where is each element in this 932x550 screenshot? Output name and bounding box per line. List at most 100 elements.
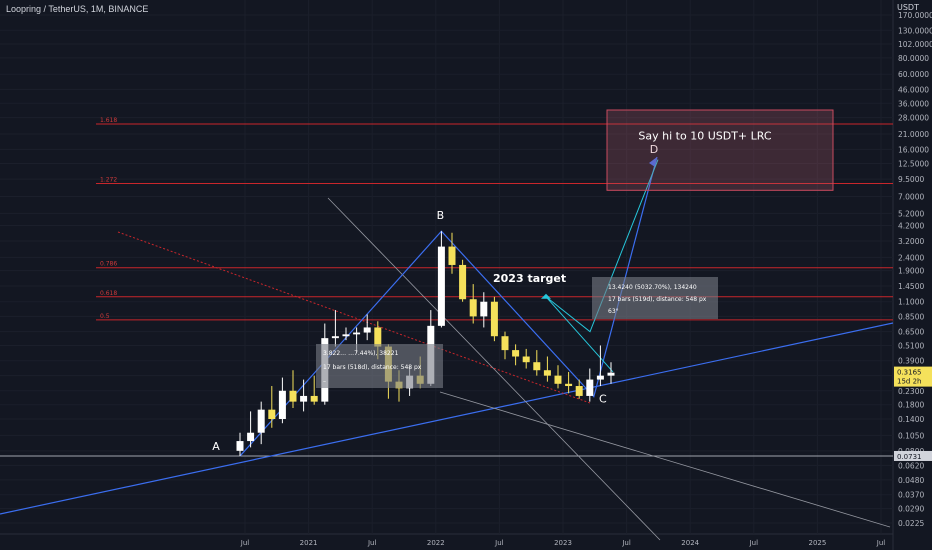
- y-tick-label: 1.9000: [898, 267, 924, 276]
- candle-body: [565, 383, 573, 387]
- countdown-value: 15d 2h: [897, 378, 921, 386]
- candle-body: [469, 299, 477, 317]
- y-tick-label: 0.5100: [898, 341, 924, 350]
- line-price-tag: [894, 450, 932, 461]
- candle-body: [300, 395, 308, 402]
- candle-body: [257, 409, 265, 433]
- measure-2-text: 63°: [608, 308, 619, 315]
- candle-body: [278, 390, 286, 420]
- y-tick-label: 0.0290: [898, 505, 924, 514]
- y-tick-label: 0.0370: [898, 491, 924, 500]
- candle-body: [448, 246, 456, 265]
- y-tick-label: 0.6500: [898, 328, 924, 337]
- y-tick-label: 80.0000: [898, 54, 929, 63]
- x-tick-label: 2021: [300, 539, 318, 547]
- fib-level-label: 1.618: [100, 117, 117, 124]
- line-price-value: 0.0731: [897, 453, 922, 461]
- candle-body: [268, 409, 276, 420]
- y-tick-label: 0.8500: [898, 312, 924, 321]
- x-tick-label: 2024: [681, 539, 699, 547]
- y-tick-label: 0.0620: [898, 461, 924, 470]
- y-tick-label: 12.5000: [898, 159, 929, 168]
- x-tick-label: Jul: [621, 539, 631, 547]
- candle-body: [480, 301, 488, 317]
- fib-level-label: 0.618: [100, 290, 117, 297]
- candle-body: [459, 264, 467, 300]
- x-tick-label: 2025: [808, 539, 826, 547]
- candle-body: [374, 327, 382, 347]
- x-tick-label: Jul: [240, 539, 250, 547]
- y-tick-label: 0.0225: [898, 519, 924, 528]
- y-tick-label: 28.0000: [898, 114, 929, 123]
- target-label: 2023 target: [493, 272, 566, 285]
- candle-body: [437, 246, 445, 326]
- last-price-tag: [894, 366, 932, 387]
- y-tick-label: 0.1050: [898, 431, 924, 440]
- candle-body: [554, 375, 562, 384]
- y-tick-label: 0.0480: [898, 476, 924, 485]
- candle-body: [353, 332, 361, 335]
- descending-trendline: [327, 197, 661, 541]
- candle-body: [289, 390, 297, 402]
- measure-2-text: 13.4240 (5032.70%), 134240: [608, 284, 697, 291]
- candle-body: [490, 301, 498, 337]
- y-tick-label: 1.4500: [898, 282, 924, 291]
- x-tick-label: Jul: [876, 539, 886, 547]
- candle-body: [342, 334, 350, 337]
- candle-body: [522, 356, 530, 363]
- y-tick-label: 60.0000: [898, 70, 929, 79]
- lower-trendline: [439, 391, 891, 528]
- point-label-d: D: [650, 143, 658, 156]
- x-tick-label: Jul: [749, 539, 759, 547]
- candle-body: [247, 432, 255, 442]
- y-tick-label: 0.2300: [898, 387, 924, 396]
- y-tick-label: 4.2000: [898, 222, 924, 231]
- x-tick-label: Jul: [494, 539, 504, 547]
- point-label-a: A: [212, 440, 220, 453]
- abcd-pattern: [239, 156, 658, 457]
- y-tick-label: 1.1000: [898, 298, 924, 307]
- y-tick-label: 21.0000: [898, 130, 929, 139]
- candle-body: [533, 362, 541, 371]
- y-tick-label: 0.3900: [898, 357, 924, 366]
- y-tick-label: 3.2000: [898, 237, 924, 246]
- candle-body: [310, 395, 318, 402]
- candle-body: [363, 327, 371, 333]
- y-tick-label: 7.0000: [898, 192, 924, 201]
- y-tick-label: 16.0000: [898, 145, 929, 154]
- fib-level-label: 0.786: [100, 261, 117, 268]
- candle-body: [236, 441, 244, 451]
- y-tick-label: 9.5000: [898, 175, 924, 184]
- point-label-c: C: [599, 393, 607, 406]
- candle-body: [543, 370, 551, 376]
- fib-level-label: 0.5: [100, 313, 110, 320]
- candle-body: [575, 386, 583, 396]
- x-tick-label: 2022: [427, 539, 445, 547]
- long-trendline: [0, 322, 894, 515]
- x-tick-label: 2023: [554, 539, 572, 547]
- chart-title: Loopring / TetherUS, 1M, BINANCE: [6, 4, 149, 14]
- y-tick-label: 130.0000: [898, 26, 932, 35]
- y-tick-label: 0.1800: [898, 401, 924, 410]
- projection-path: [545, 159, 659, 373]
- measure-box-1: [316, 344, 443, 388]
- x-tick-label: Jul: [367, 539, 377, 547]
- arrow-head-d: [649, 157, 657, 168]
- candle-body: [501, 336, 509, 351]
- y-tick-label: 2.4000: [898, 253, 924, 262]
- y-tick-label: 46.0000: [898, 85, 929, 94]
- last-price-value: 0.3165: [897, 369, 922, 377]
- candle-body: [607, 372, 615, 376]
- y-tick-label: 5.2000: [898, 209, 924, 218]
- candle-body: [586, 379, 594, 396]
- candle-body: [596, 375, 604, 380]
- point-label-b: B: [437, 209, 445, 222]
- measure-box-2: [592, 277, 718, 319]
- candle-body: [512, 350, 520, 357]
- y-tick-label: 170.0000: [898, 11, 932, 20]
- target-box: [606, 109, 834, 191]
- fib-level-label: 1.272: [100, 176, 117, 183]
- candle-body: [331, 336, 339, 339]
- y-tick-label: 102.0000: [898, 40, 932, 49]
